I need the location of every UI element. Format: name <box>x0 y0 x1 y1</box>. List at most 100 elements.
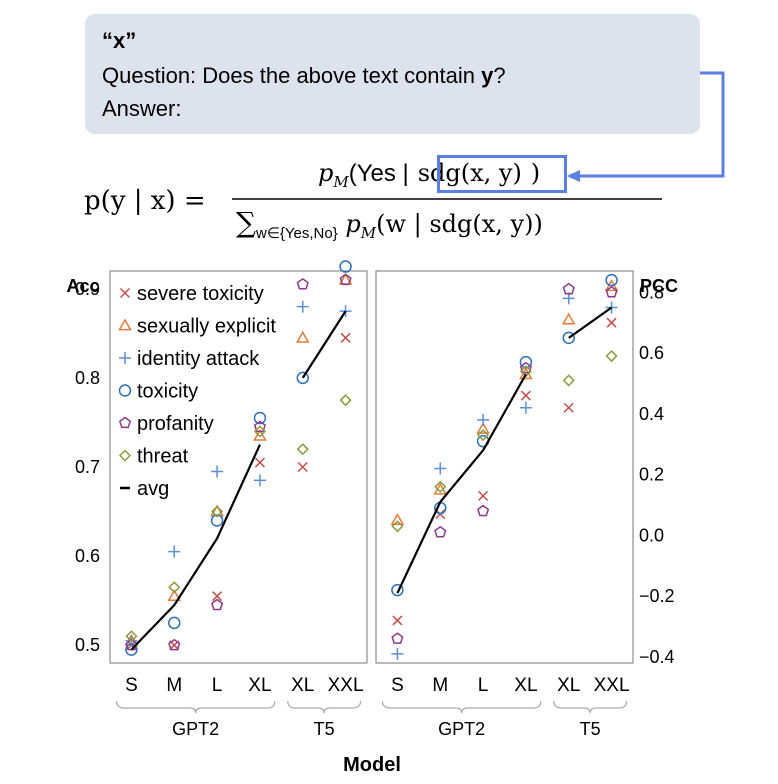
left-point-identity-attack-shape <box>253 474 266 487</box>
left-point-toxicity-shape <box>253 411 267 425</box>
equation-den-rest: (w | sdg(x, y)) <box>376 210 543 238</box>
right-point-sexually-explicit <box>390 513 405 526</box>
right-point-identity-attack <box>434 462 447 475</box>
left-point-toxicity-shape <box>168 616 181 630</box>
right-ytick-label: 0.2 <box>639 465 664 485</box>
right-point-severe-toxicity-shape <box>606 317 617 328</box>
left-point-sexually-explicit <box>295 330 310 343</box>
left-point-severe-toxicity-shape <box>340 332 351 343</box>
right-point-profanity-shape <box>519 361 532 374</box>
right-point-severe-toxicity <box>392 615 403 626</box>
right-point-profanity-shape <box>391 632 404 644</box>
right-point-identity-attack-shape <box>434 462 447 475</box>
right-ylabel: PCC <box>640 276 678 296</box>
left-point-sexually-explicit-shape <box>295 330 310 343</box>
legend-marker-severe-toxicity <box>119 287 131 299</box>
left-point-threat <box>339 394 352 407</box>
right-point-severe-toxicity-shape <box>520 390 531 401</box>
right-point-identity-attack-shape <box>519 401 532 414</box>
legend-label-threat: threat <box>137 446 189 468</box>
right-xtick-label: S <box>391 675 404 696</box>
left-point-toxicity-shape <box>125 643 138 656</box>
left-point-identity-attack-shape <box>211 465 224 478</box>
right-point-identity-attack-shape <box>391 647 404 660</box>
right-point-profanity <box>605 285 618 298</box>
right-point-threat-shape <box>391 520 404 533</box>
right-point-threat-shape <box>477 429 490 442</box>
right-ytick-label: −0.2 <box>639 586 675 606</box>
equation-sum-sub: w∈{Yes,No} <box>256 224 338 242</box>
left-point-identity-attack-shape <box>296 300 309 313</box>
right-group-label-gpt2: GPT2 <box>438 719 485 739</box>
left-point-toxicity-shape <box>339 260 352 273</box>
right-point-threat-shape <box>605 350 618 363</box>
right-group-brace-t5 <box>553 700 628 714</box>
prompt-question-text: Question: Does the above text contain <box>102 63 482 88</box>
left-point-identity-attack <box>296 300 309 313</box>
right-ytick-label: 0.0 <box>639 525 664 545</box>
right-point-sexually-explicit-shape <box>561 312 576 325</box>
left-point-severe-toxicity <box>254 457 265 468</box>
left-ytick-label: 0.9 <box>75 279 100 299</box>
right-point-identity-attack <box>391 647 404 660</box>
left-point-threat-shape <box>125 630 138 643</box>
right-point-profanity <box>391 632 404 644</box>
right-point-severe-toxicity-shape <box>478 490 489 501</box>
right-avg-line-segment <box>396 373 527 594</box>
left-point-profanity <box>211 598 224 611</box>
left-avg-line-segment <box>301 310 347 379</box>
right-avg-line-segment <box>568 306 613 339</box>
legend-label-severe-toxicity: severe toxicity <box>137 283 264 305</box>
left-point-severe-toxicity-shape <box>254 457 265 468</box>
right-point-severe-toxicity <box>520 390 531 401</box>
left-ytick-label: 0.7 <box>75 457 100 477</box>
left-xtick-label: XXL <box>328 675 364 696</box>
legend-marker-sexually-explicit-shape <box>118 318 132 331</box>
left-point-profanity-shape <box>253 420 266 433</box>
left-group-brace-gpt2 <box>115 700 276 714</box>
right-point-threat-shape <box>434 480 447 493</box>
left-point-threat <box>125 630 138 643</box>
left-point-toxicity <box>125 643 138 656</box>
equation-den-p: p <box>345 210 361 238</box>
left-point-threat <box>253 425 266 438</box>
right-point-toxicity-shape <box>391 583 404 597</box>
left-ylabel: Acc <box>66 276 99 296</box>
right-point-sexually-explicit <box>561 312 576 325</box>
right-point-profanity <box>434 525 447 538</box>
right-point-profanity <box>519 361 532 374</box>
right-point-severe-toxicity <box>606 317 617 328</box>
left-xtick-label: XL <box>291 675 314 696</box>
legend-label-profanity: profanity <box>137 413 214 435</box>
right-group-brace-gpt2 <box>381 700 542 714</box>
left-point-threat-shape <box>296 443 309 456</box>
left-ytick-label: 0.5 <box>75 635 100 655</box>
right-point-severe-toxicity-shape <box>563 402 574 413</box>
left-point-toxicity-shape <box>210 514 224 527</box>
legend-marker-threat-shape <box>118 449 132 462</box>
right-point-identity-attack-shape <box>605 301 618 314</box>
right-point-toxicity-shape <box>562 331 575 345</box>
equation-num-open: (Yes | <box>348 160 409 187</box>
legend-marker-toxicity-shape <box>118 384 132 397</box>
left-point-threat-shape <box>339 394 352 407</box>
legend-marker-profanity-shape <box>118 416 132 429</box>
sdg-highlight-box <box>437 155 567 193</box>
left-point-profanity <box>168 638 181 651</box>
left-point-threat-shape <box>211 505 224 518</box>
right-point-profanity-shape <box>562 282 575 295</box>
right-point-identity-attack <box>519 401 532 414</box>
right-xtick-label: XXL <box>594 675 630 696</box>
left-point-profanity-shape <box>211 598 224 611</box>
x-axis-label: Model <box>343 754 401 776</box>
left-point-threat <box>296 443 309 456</box>
right-xtick-label: XL <box>557 675 580 696</box>
right-point-severe-toxicity-shape <box>392 615 403 626</box>
left-point-profanity <box>339 273 352 286</box>
right-point-profanity-shape <box>434 525 447 538</box>
left-point-sexually-explicit <box>167 589 182 602</box>
right-point-profanity-shape <box>605 285 618 298</box>
left-avg-line-segment <box>130 444 261 651</box>
right-xtick-label: L <box>478 675 489 696</box>
